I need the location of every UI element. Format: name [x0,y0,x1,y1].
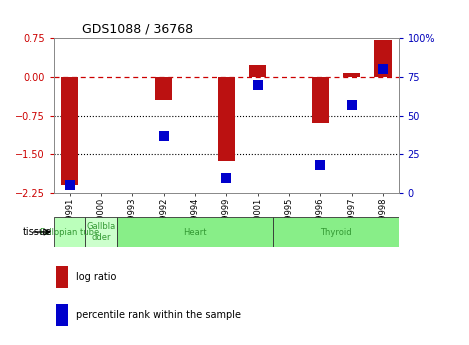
Text: Gallbla
dder: Gallbla dder [86,222,115,242]
Bar [54,217,85,247]
Text: GDS1088 / 36768: GDS1088 / 36768 [82,22,193,36]
Point [222,175,230,180]
Point [66,183,73,188]
Bar [85,217,117,247]
Point [317,162,324,168]
Text: Fallopian tube: Fallopian tube [40,227,99,237]
Point [254,82,261,87]
Bar [56,304,68,326]
Point [379,66,387,72]
Text: Heart: Heart [183,227,207,237]
Bar [218,77,235,160]
Bar [374,39,392,77]
Bar [343,72,360,77]
Bar [312,77,329,123]
Point [348,102,356,107]
Point [160,133,167,138]
Bar [61,77,78,185]
Text: percentile rank within the sample: percentile rank within the sample [76,310,241,320]
Text: tissue: tissue [23,227,52,237]
Bar [155,77,172,100]
Bar [249,65,266,77]
Bar [117,217,273,247]
Bar [56,266,68,288]
Bar [273,217,399,247]
Text: Thyroid: Thyroid [320,227,352,237]
Text: log ratio: log ratio [76,272,116,282]
